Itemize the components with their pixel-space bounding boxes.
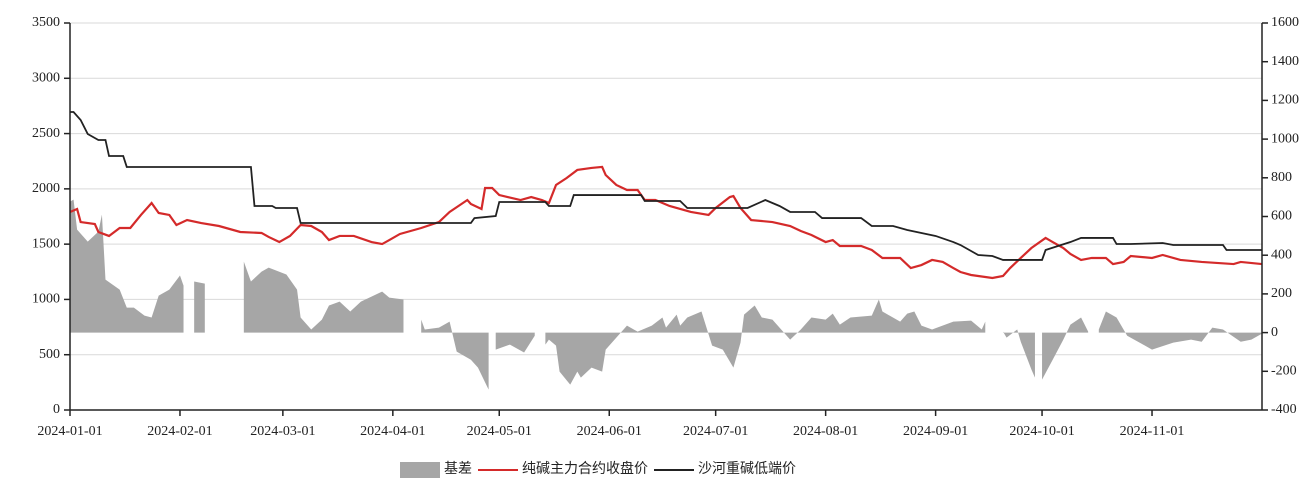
y-tick-label: 1500 [32, 236, 60, 251]
basis-area [1042, 317, 1089, 380]
legend-label: 基差 [444, 460, 472, 477]
series-line [70, 111, 1262, 261]
x-tick-label: 2024-05-01 [467, 424, 532, 439]
x-tick-label: 2024-10-01 [1009, 424, 1074, 439]
basis-area [1003, 329, 1035, 378]
y-tick-label: 1000 [32, 292, 60, 307]
basis-area [545, 299, 986, 385]
x-tick-label: 2024-06-01 [577, 424, 642, 439]
x-tick-label: 2024-07-01 [683, 424, 748, 439]
y-tick-label: 0 [53, 402, 60, 417]
x-tick-label: 2024-02-01 [147, 424, 212, 439]
y2-tick-label: 1000 [1271, 131, 1299, 146]
y2-tick-label: 0 [1271, 325, 1278, 340]
basis-area [243, 261, 404, 333]
series-line [69, 165, 1263, 280]
basis-area [1098, 311, 1262, 350]
legend-label: 沙河重碱低端价 [698, 461, 796, 477]
y-tick-label: 500 [39, 347, 60, 362]
x-tick-label: 2024-03-01 [250, 424, 315, 439]
y2-tick-label: -200 [1271, 364, 1297, 379]
x-tick-label: 2024-08-01 [793, 424, 858, 439]
x-tick-label: 2024-04-01 [360, 424, 425, 439]
x-tick-label: 2024-01-01 [37, 424, 102, 439]
y2-tick-label: 800 [1271, 170, 1292, 185]
y-tick-label: 3000 [32, 71, 60, 86]
basis-area [70, 199, 184, 333]
y-tick-label: 3500 [32, 15, 60, 30]
y2-tick-label: 200 [1271, 286, 1292, 301]
y2-tick-label: 1400 [1271, 54, 1299, 69]
basis-area [421, 319, 489, 390]
legend-label: 纯碱主力合约收盘价 [522, 460, 648, 477]
y2-tick-label: 400 [1271, 247, 1292, 262]
y-tick-label: 2000 [32, 181, 60, 196]
y2-tick-label: -400 [1271, 402, 1297, 417]
x-tick-label: 2024-11-01 [1120, 424, 1185, 439]
y2-tick-label: 1600 [1271, 15, 1299, 30]
x-tick-label: 2024-09-01 [903, 424, 968, 439]
legend-swatch [400, 462, 440, 478]
y2-tick-label: 600 [1271, 209, 1292, 224]
basis-area [194, 281, 205, 333]
y-tick-label: 2500 [32, 126, 60, 141]
y2-tick-label: 1200 [1271, 93, 1299, 108]
basis-area [495, 332, 535, 353]
